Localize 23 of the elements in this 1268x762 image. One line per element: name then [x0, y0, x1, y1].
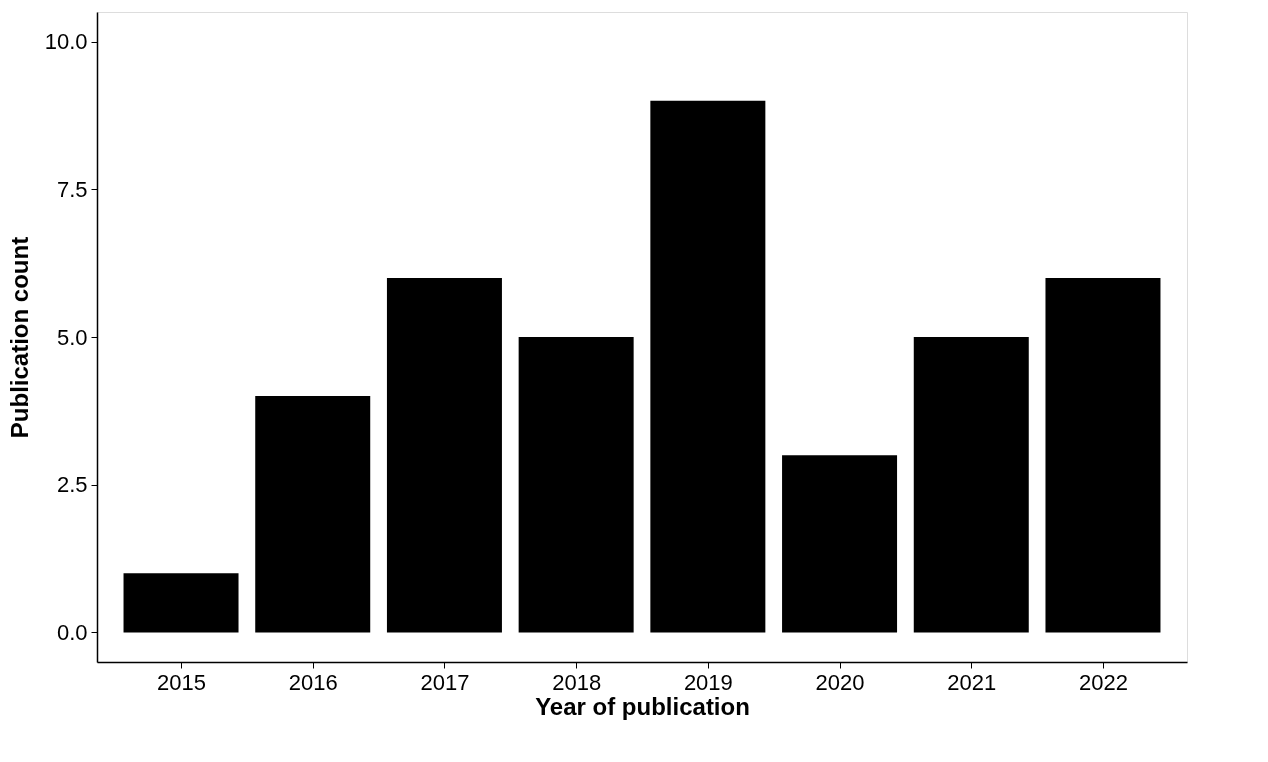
x-tick-label: 2015	[157, 669, 206, 695]
bar	[518, 337, 634, 633]
bar	[1045, 277, 1161, 633]
x-tick-label: 2017	[420, 669, 470, 695]
x-axis-title: Year of publication	[535, 692, 750, 720]
x-tick-label: 2019	[683, 669, 733, 695]
bar	[782, 455, 898, 633]
bar	[386, 277, 502, 633]
bar	[650, 100, 766, 633]
bar	[123, 573, 239, 633]
bar	[913, 337, 1029, 633]
y-tick-label: 0.0	[56, 619, 88, 645]
y-axis-title: Publication count	[5, 236, 33, 439]
x-tick-label: 2020	[815, 669, 865, 695]
x-tick-label: 2021	[947, 669, 997, 695]
x-tick-label: 2016	[288, 669, 338, 695]
bar	[255, 396, 371, 633]
y-tick-label: 5.0	[56, 324, 88, 350]
y-tick-label: 2.5	[56, 472, 88, 498]
x-tick-label: 2018	[552, 669, 602, 695]
y-tick-label: 10.0	[44, 29, 88, 55]
y-tick-label: 7.5	[56, 176, 88, 202]
x-tick-label: 2022	[1079, 669, 1128, 695]
